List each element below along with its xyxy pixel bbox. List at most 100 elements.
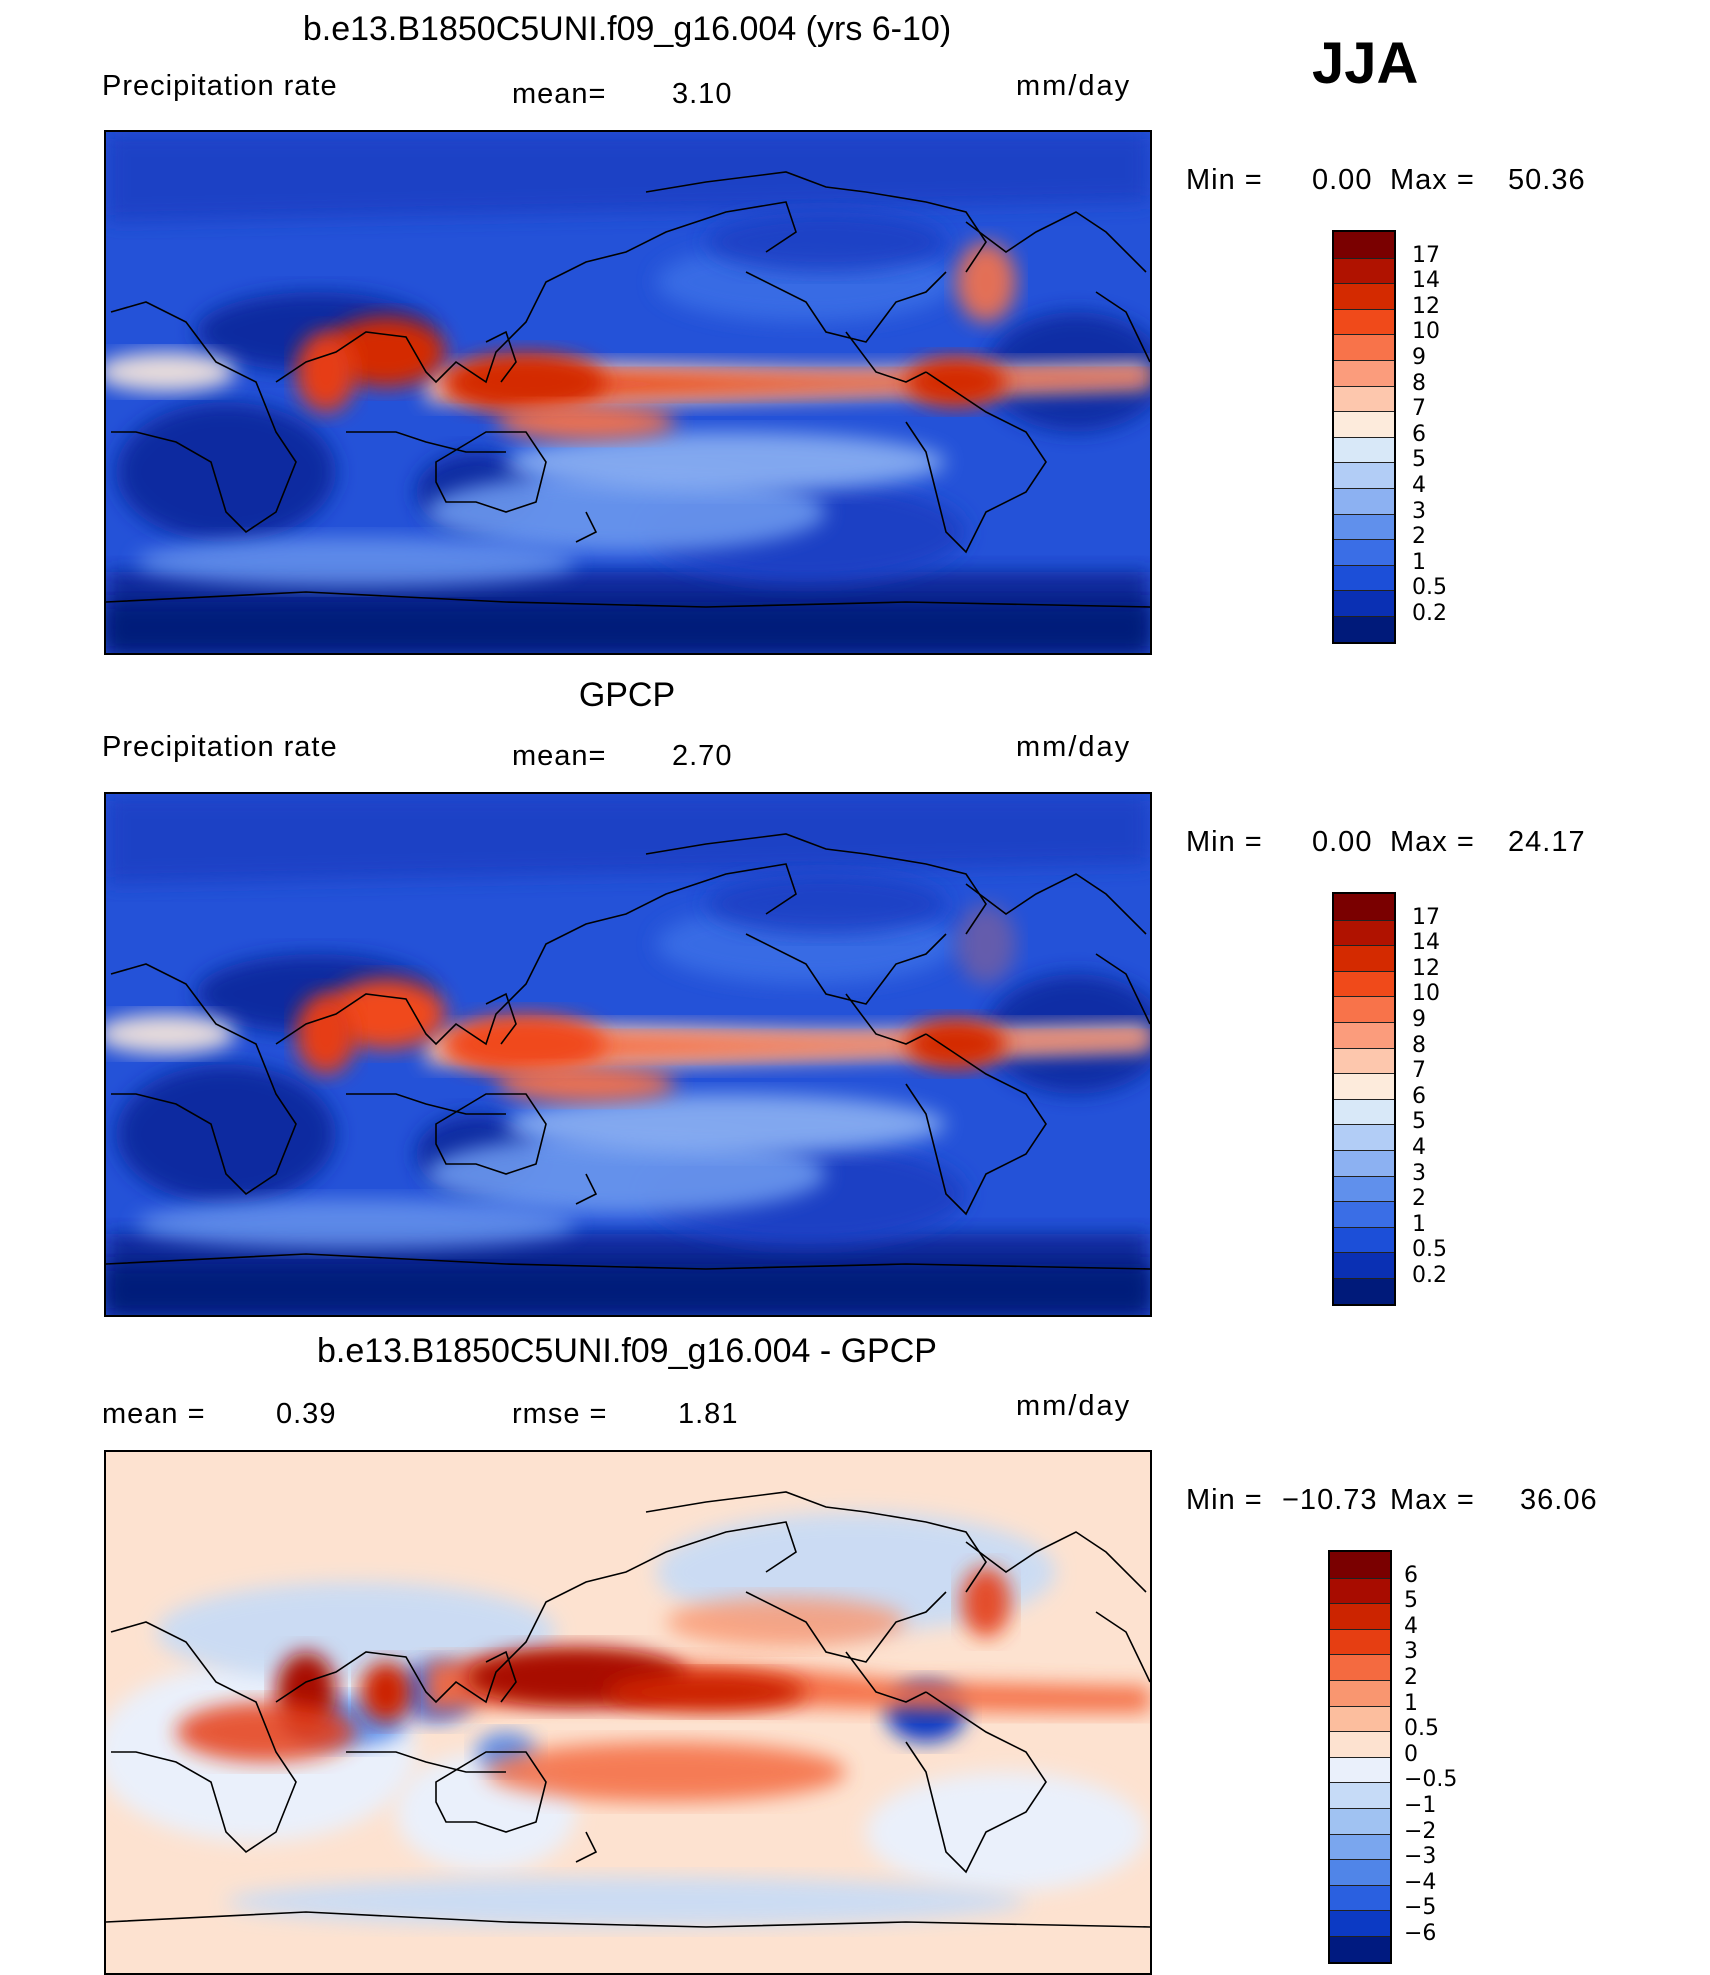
colorbar-swatch — [1334, 1201, 1394, 1227]
colorbar-tick-label: 2 — [1404, 1665, 1418, 1690]
panel-title: b.e13.B1850C5UNI.f09_g16.004 (yrs 6-10) — [302, 10, 952, 48]
mean-value: 0.39 — [276, 1398, 337, 1430]
colorbar-tick-label: −1 — [1404, 1793, 1437, 1818]
difference-map — [104, 1450, 1152, 1975]
colorbar-swatch — [1334, 411, 1394, 437]
min-label: Min = — [1186, 1484, 1263, 1516]
colorbar-swatch — [1334, 970, 1394, 997]
colorbar-tick-label: 1 — [1404, 1690, 1418, 1716]
colorbar-tick-label: 6 — [1412, 421, 1426, 447]
colorbar-tick-label: 0.5 — [1412, 1237, 1447, 1263]
colorbar-tick-label: 2 — [1412, 524, 1426, 550]
colorbar-swatch — [1334, 385, 1394, 412]
colorbar-tick-label: 5 — [1412, 447, 1426, 473]
max-value: 24.17 — [1508, 826, 1586, 858]
colorbar-swatch — [1334, 1252, 1394, 1278]
colorbar-tick-label: 4 — [1412, 1135, 1426, 1160]
colorbar-tick-label: 0.5 — [1404, 1716, 1439, 1742]
colorbar-swatch — [1330, 1782, 1390, 1808]
colorbar-tick-label: 12 — [1412, 955, 1440, 981]
colorbar-swatch — [1334, 359, 1394, 386]
colorbar-tick-label: 5 — [1412, 1109, 1426, 1135]
colorbar-swatch — [1334, 1277, 1394, 1304]
colorbar-swatch — [1334, 1226, 1394, 1253]
colorbar-tick-label: 3 — [1404, 1639, 1418, 1665]
colorbar-swatch — [1330, 1807, 1390, 1834]
colorbar-swatch — [1330, 1552, 1390, 1578]
colorbar-tick-label: 5 — [1404, 1588, 1418, 1614]
colorbar-tick-label: 17 — [1412, 904, 1440, 930]
colorbar-swatch — [1334, 257, 1394, 284]
colorbar-swatch — [1334, 334, 1394, 360]
colorbar-tick-label: −5 — [1404, 1895, 1437, 1921]
colorbar-tick-label: 14 — [1412, 930, 1440, 956]
max-value: 36.06 — [1520, 1484, 1598, 1516]
colorbar-tick-label: 0.2 — [1412, 601, 1447, 626]
mean-value: 2.70 — [672, 740, 733, 772]
colorbar-swatch — [1334, 919, 1394, 946]
min-value: −10.73 — [1282, 1484, 1378, 1516]
colorbar-swatch — [1334, 487, 1394, 514]
min-label: Min = — [1186, 164, 1263, 196]
rmse-value: 1.81 — [678, 1398, 739, 1430]
max-value: 50.36 — [1508, 164, 1586, 196]
colorbar-tick-label: 12 — [1412, 293, 1440, 319]
colorbar-swatch — [1330, 1679, 1390, 1706]
colorbar-tick-label: 0 — [1404, 1741, 1418, 1767]
min-value: 0.00 — [1312, 164, 1373, 196]
colorbar-tick-label: −3 — [1404, 1844, 1437, 1870]
colorbar — [1332, 892, 1396, 1306]
colorbar-tick-label: 10 — [1412, 319, 1440, 345]
colorbar-swatch — [1330, 1756, 1390, 1783]
colorbar-swatch — [1330, 1705, 1390, 1732]
colorbar-tick-label: −0.5 — [1404, 1767, 1458, 1793]
season-label: JJA — [1312, 31, 1419, 96]
colorbar-swatch — [1334, 513, 1394, 540]
colorbar — [1328, 1550, 1392, 1964]
colorbar-tick-label: 17 — [1412, 242, 1440, 268]
colorbar-swatch — [1334, 996, 1394, 1022]
colorbar-tick-label: −4 — [1404, 1869, 1437, 1895]
colorbar-swatch — [1334, 462, 1394, 488]
colorbar-tick-label: 0.2 — [1412, 1263, 1447, 1288]
variable-label: Precipitation rate — [102, 731, 338, 763]
colorbar-tick-label: 2 — [1412, 1186, 1426, 1212]
colorbar-swatch — [1330, 1731, 1390, 1757]
colorbar-tick-label: 14 — [1412, 268, 1440, 294]
units-label: mm/day — [1016, 70, 1132, 102]
colorbar-tick-label: −6 — [1404, 1921, 1437, 1946]
colorbar-swatch — [1334, 615, 1394, 642]
colorbar-tick-label: 6 — [1412, 1083, 1426, 1109]
max-label: Max = — [1390, 164, 1475, 196]
panel-title: GPCP — [578, 676, 676, 714]
colorbar-tick-label: 9 — [1412, 1007, 1426, 1032]
colorbar-tick-label: −2 — [1404, 1818, 1437, 1844]
colorbar-swatch — [1334, 894, 1394, 920]
colorbar-tick-label: 6 — [1404, 1562, 1418, 1588]
colorbar-swatch — [1334, 283, 1394, 309]
panel-title: b.e13.B1850C5UNI.f09_g16.004 - GPCP — [317, 1332, 937, 1370]
colorbar-swatch — [1334, 308, 1394, 335]
colorbar-tick-label: 3 — [1412, 1160, 1426, 1186]
colorbar-tick-label: 8 — [1412, 1032, 1426, 1058]
mean-label: mean= — [512, 78, 607, 110]
colorbar-swatch — [1334, 539, 1394, 565]
mean-value: 3.10 — [672, 78, 733, 110]
colorbar-swatch — [1330, 1654, 1390, 1680]
colorbar-swatch — [1334, 564, 1394, 591]
units-label: mm/day — [1016, 1390, 1132, 1422]
colorbar-swatch — [1334, 232, 1394, 258]
colorbar-tick-label: 7 — [1412, 1058, 1426, 1084]
colorbar-swatch — [1330, 1935, 1390, 1962]
colorbar-tick-label: 3 — [1412, 498, 1426, 524]
colorbar-tick-label: 0.5 — [1412, 575, 1447, 601]
colorbar-swatch — [1334, 1149, 1394, 1176]
max-label: Max = — [1390, 826, 1475, 858]
variable-label: Precipitation rate — [102, 70, 338, 102]
colorbar-swatch — [1330, 1859, 1390, 1885]
precip-map — [104, 130, 1152, 655]
colorbar-tick-label: 1 — [1412, 1211, 1426, 1237]
colorbar-swatch — [1334, 1124, 1394, 1150]
colorbar — [1332, 230, 1396, 644]
colorbar-swatch — [1334, 436, 1394, 463]
